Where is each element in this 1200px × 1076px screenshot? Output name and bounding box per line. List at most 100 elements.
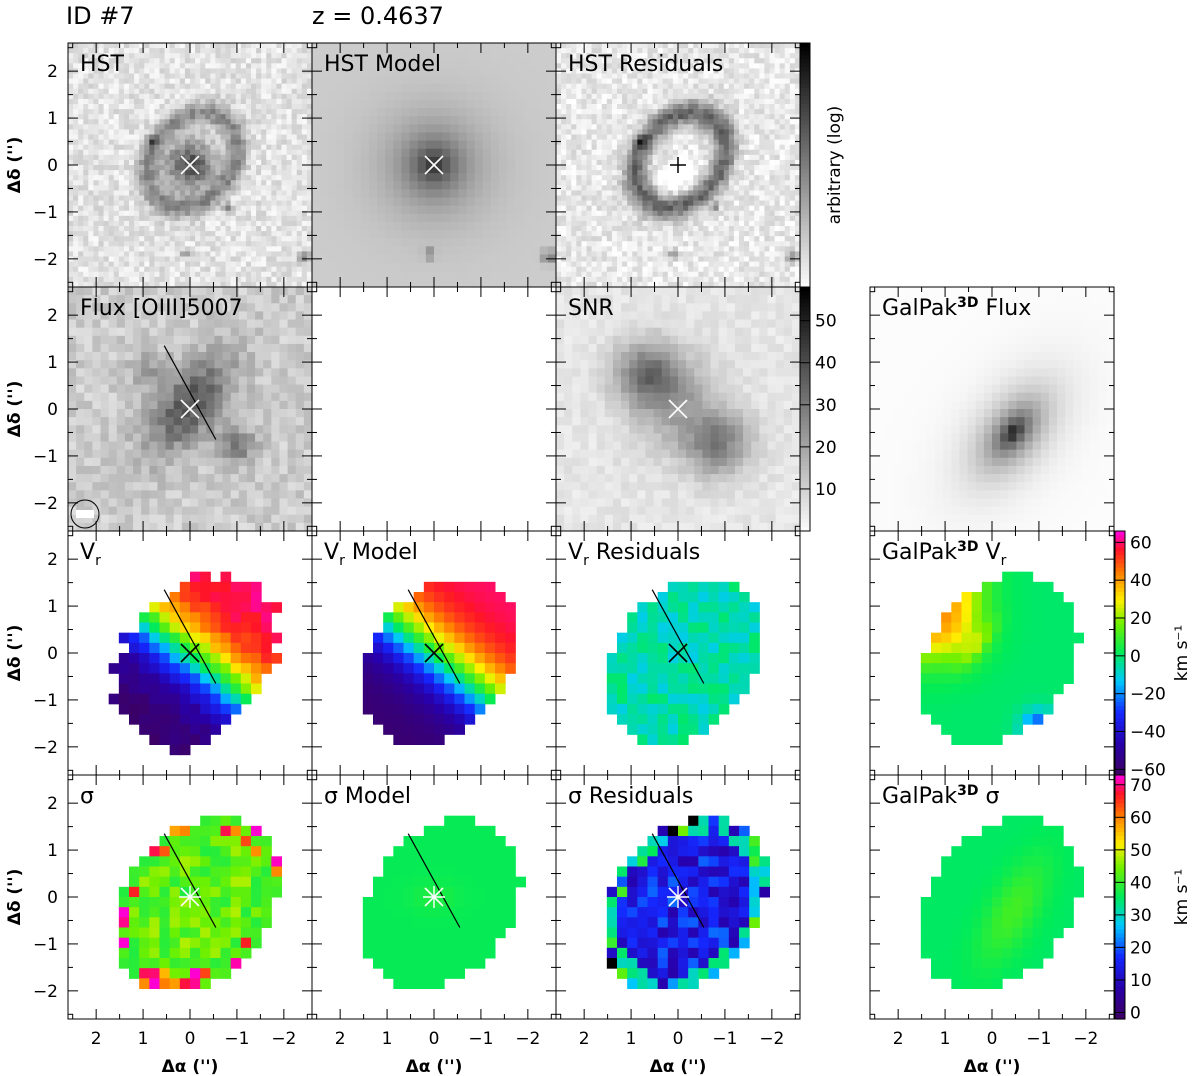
map-pixel — [230, 83, 237, 90]
map-pixel — [174, 119, 181, 125]
map-pixel — [360, 51, 370, 60]
map-pixel — [205, 276, 211, 283]
map-pixel — [210, 276, 216, 283]
map-pixel — [98, 170, 105, 176]
map-pixel — [647, 114, 654, 120]
map-pixel — [490, 262, 500, 272]
map-pixel — [703, 58, 709, 64]
map-pixel — [271, 159, 277, 166]
map-pixel — [713, 281, 720, 288]
map-pixel — [240, 78, 247, 85]
map-pixel — [296, 149, 303, 156]
map-pixel — [385, 99, 394, 109]
map-pixel — [281, 98, 288, 105]
map-pixel — [718, 170, 725, 176]
map-pixel — [159, 104, 166, 110]
map-pixel — [245, 210, 252, 217]
map-pixel — [184, 93, 191, 100]
map-pixel — [576, 236, 582, 242]
map-pixel — [251, 149, 257, 156]
map-pixel — [256, 220, 262, 227]
map-pixel — [581, 236, 587, 242]
map-pixel — [344, 51, 354, 60]
map-pixel — [647, 98, 654, 105]
map-pixel — [271, 200, 277, 207]
map-pixel — [482, 132, 492, 142]
map-pixel — [93, 98, 99, 105]
map-pixel — [261, 48, 267, 54]
map-pixel — [622, 124, 628, 130]
map-pixel — [566, 73, 572, 80]
map-pixel — [235, 114, 242, 120]
map-pixel — [169, 119, 176, 125]
map-pixel — [360, 213, 370, 223]
map-pixel — [606, 149, 613, 156]
map-pixel — [642, 98, 648, 105]
map-pixel — [466, 189, 476, 199]
map-pixel — [103, 256, 110, 263]
map-pixel — [466, 43, 476, 52]
map-pixel — [523, 262, 533, 272]
map-pixel — [210, 124, 216, 130]
map-pixel — [169, 231, 176, 237]
map-pixel — [301, 261, 308, 268]
map-pixel — [539, 108, 549, 117]
map-pixel — [320, 221, 329, 231]
map-pixel — [499, 75, 508, 85]
map-pixel — [499, 278, 508, 288]
map-pixel — [693, 63, 699, 69]
map-pixel — [281, 175, 288, 181]
map-pixel — [245, 200, 252, 207]
map-pixel — [683, 68, 689, 74]
map-pixel — [149, 43, 155, 49]
map-pixel — [139, 241, 145, 247]
map-pixel — [174, 210, 181, 217]
map-pixel — [83, 210, 89, 217]
map-pixel — [68, 88, 74, 95]
map-pixel — [683, 226, 689, 232]
map-pixel — [108, 154, 115, 161]
map-pixel — [210, 241, 216, 247]
map-pixel — [698, 175, 704, 181]
map-pixel — [409, 116, 419, 125]
map-pixel — [344, 156, 354, 166]
map-pixel — [591, 78, 598, 85]
map-pixel — [617, 144, 623, 151]
map-pixel — [266, 104, 272, 110]
map-pixel — [320, 156, 329, 166]
map-pixel — [195, 83, 201, 90]
map-pixel — [88, 144, 94, 151]
map-pixel — [344, 124, 354, 133]
map-pixel — [286, 175, 293, 181]
map-pixel — [409, 165, 419, 174]
map-pixel — [281, 134, 288, 141]
map-pixel — [139, 98, 145, 105]
map-pixel — [581, 93, 587, 100]
map-pixel — [235, 63, 242, 69]
map-pixel — [703, 276, 709, 283]
map-pixel — [566, 281, 572, 288]
map-pixel — [98, 154, 105, 161]
map-pixel — [98, 104, 105, 110]
map-pixel — [159, 144, 166, 151]
map-pixel — [617, 180, 623, 186]
map-pixel — [581, 124, 587, 130]
map-pixel — [728, 78, 735, 85]
map-pixel — [531, 262, 541, 272]
map-pixel — [281, 119, 288, 125]
map-pixel — [531, 270, 541, 280]
map-pixel — [647, 124, 654, 130]
map-pixel — [215, 226, 221, 232]
map-pixel — [195, 276, 201, 283]
map-pixel — [703, 63, 709, 69]
map-pixel — [320, 205, 329, 215]
map-pixel — [251, 48, 257, 54]
map-pixel — [591, 68, 598, 74]
map-pixel — [596, 68, 603, 74]
map-pixel — [149, 165, 155, 171]
map-pixel — [230, 68, 237, 74]
map-pixel — [320, 189, 329, 199]
map-pixel — [286, 165, 293, 171]
map-pixel — [566, 154, 572, 161]
map-pixel — [296, 119, 303, 125]
